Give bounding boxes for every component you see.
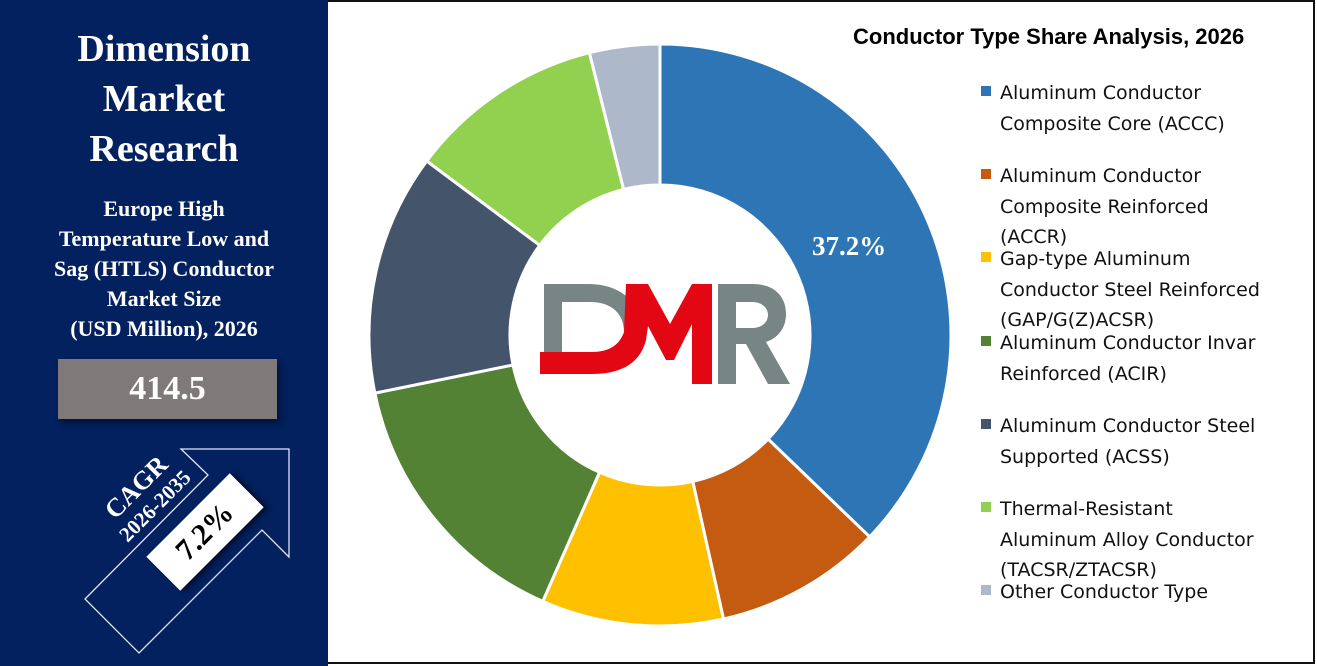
legend-label: Composite Reinforced bbox=[1000, 195, 1209, 218]
donut-slice[interactable] bbox=[373, 363, 602, 604]
legend-swatch-icon bbox=[981, 419, 991, 429]
brand-name: Dimension Market Research bbox=[0, 24, 328, 174]
legend-swatch-icon bbox=[981, 169, 991, 179]
brand-line: Market bbox=[102, 78, 226, 120]
legend-label: (TACSR/ZTACSR) bbox=[1000, 559, 1157, 581]
legend-label: Gap-type Aluminum bbox=[1000, 248, 1191, 270]
legend-label: Aluminum Conductor bbox=[1000, 82, 1202, 104]
growth-arrow-icon bbox=[84, 448, 290, 654]
legend-label: Aluminum Conductor bbox=[1000, 165, 1202, 187]
legend-swatch-icon bbox=[981, 252, 991, 262]
donut-slice[interactable] bbox=[658, 42, 953, 539]
legend-swatch-icon bbox=[981, 585, 991, 595]
subtitle-line: Temperature Low and bbox=[58, 226, 270, 251]
donut-slice[interactable] bbox=[587, 42, 662, 192]
accc-share-label: 37.2% bbox=[812, 231, 887, 261]
market-value: 414.5 bbox=[129, 370, 206, 407]
legend-swatch-icon bbox=[981, 86, 991, 96]
subtitle-line: Market Size bbox=[106, 286, 222, 311]
legend-label: Aluminum Alloy Conductor bbox=[1000, 528, 1254, 551]
legend-label: (GAP/G(Z)ACSR) bbox=[1000, 309, 1155, 331]
legend-label: Aluminum Conductor Steel bbox=[1000, 415, 1256, 437]
brand-line: Dimension bbox=[77, 28, 251, 70]
legend-label: Aluminum Conductor Invar bbox=[1000, 332, 1256, 354]
legend-label: Supported (ACSS) bbox=[1000, 445, 1170, 468]
legend-label: Thermal-Resistant bbox=[1000, 498, 1173, 520]
legend-label: Reinforced (ACIR) bbox=[1000, 362, 1167, 385]
market-subtitle: Europe High Temperature Low and Sag (HTL… bbox=[0, 194, 328, 344]
legend-label: Conductor Steel Reinforced bbox=[1000, 278, 1260, 301]
chart-title: Conductor Type Share Analysis, 2026 bbox=[853, 24, 1245, 49]
legend-label: Other Conductor Type bbox=[1000, 581, 1209, 603]
market-value-box: 414.5 bbox=[58, 359, 277, 419]
donut-slice[interactable] bbox=[367, 158, 542, 395]
legend-label: (ACCR) bbox=[1000, 226, 1068, 248]
legend-label: Composite Core (ACCC) bbox=[1000, 112, 1225, 135]
brand-line: Research bbox=[89, 128, 239, 170]
subtitle-line: Sag (HTLS) Conductor bbox=[53, 256, 275, 281]
subtitle-line: (USD Million), 2026 bbox=[70, 316, 258, 341]
subtitle-line: Europe High bbox=[103, 196, 225, 221]
dmr-logo-icon bbox=[540, 284, 790, 384]
legend-swatch-icon bbox=[981, 502, 991, 512]
legend-swatch-icon bbox=[981, 336, 991, 346]
